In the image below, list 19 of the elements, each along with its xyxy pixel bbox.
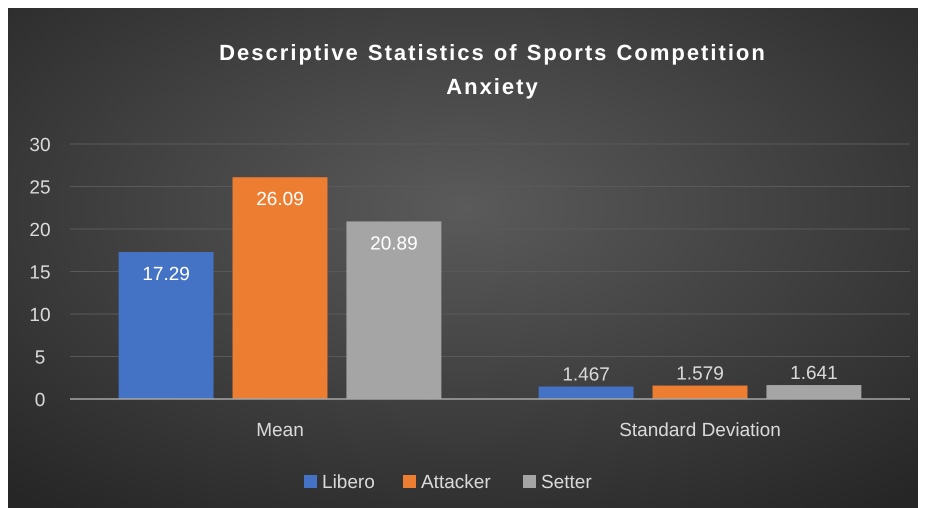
data-label: 26.09 [256,189,304,210]
legend-label: Setter [541,472,592,493]
y-tick-label: 5 [34,348,46,368]
data-label: 1.641 [790,363,838,384]
y-tick-label: 0 [34,390,46,411]
x-tick-label: Mean [256,420,304,441]
y-tick-label: 30 [29,135,51,156]
y-tick-label: 20 [29,220,51,241]
legend-label: Libero [322,472,375,493]
data-label: 20.89 [370,233,418,254]
legend-label: Attacker [421,472,492,493]
data-label: 17.29 [142,264,190,286]
data-label: 1.579 [676,364,724,385]
x-tick-label: Standard Deviation [619,420,781,441]
chart-title: Descriptive Statistics of Sports Competition Anxiety [219,40,767,99]
y-tick-label: 25 [29,178,51,198]
y-tick-label: 15 [29,262,51,284]
data-label: 1.467 [562,364,610,386]
y-tick-label: 10 [29,305,51,326]
